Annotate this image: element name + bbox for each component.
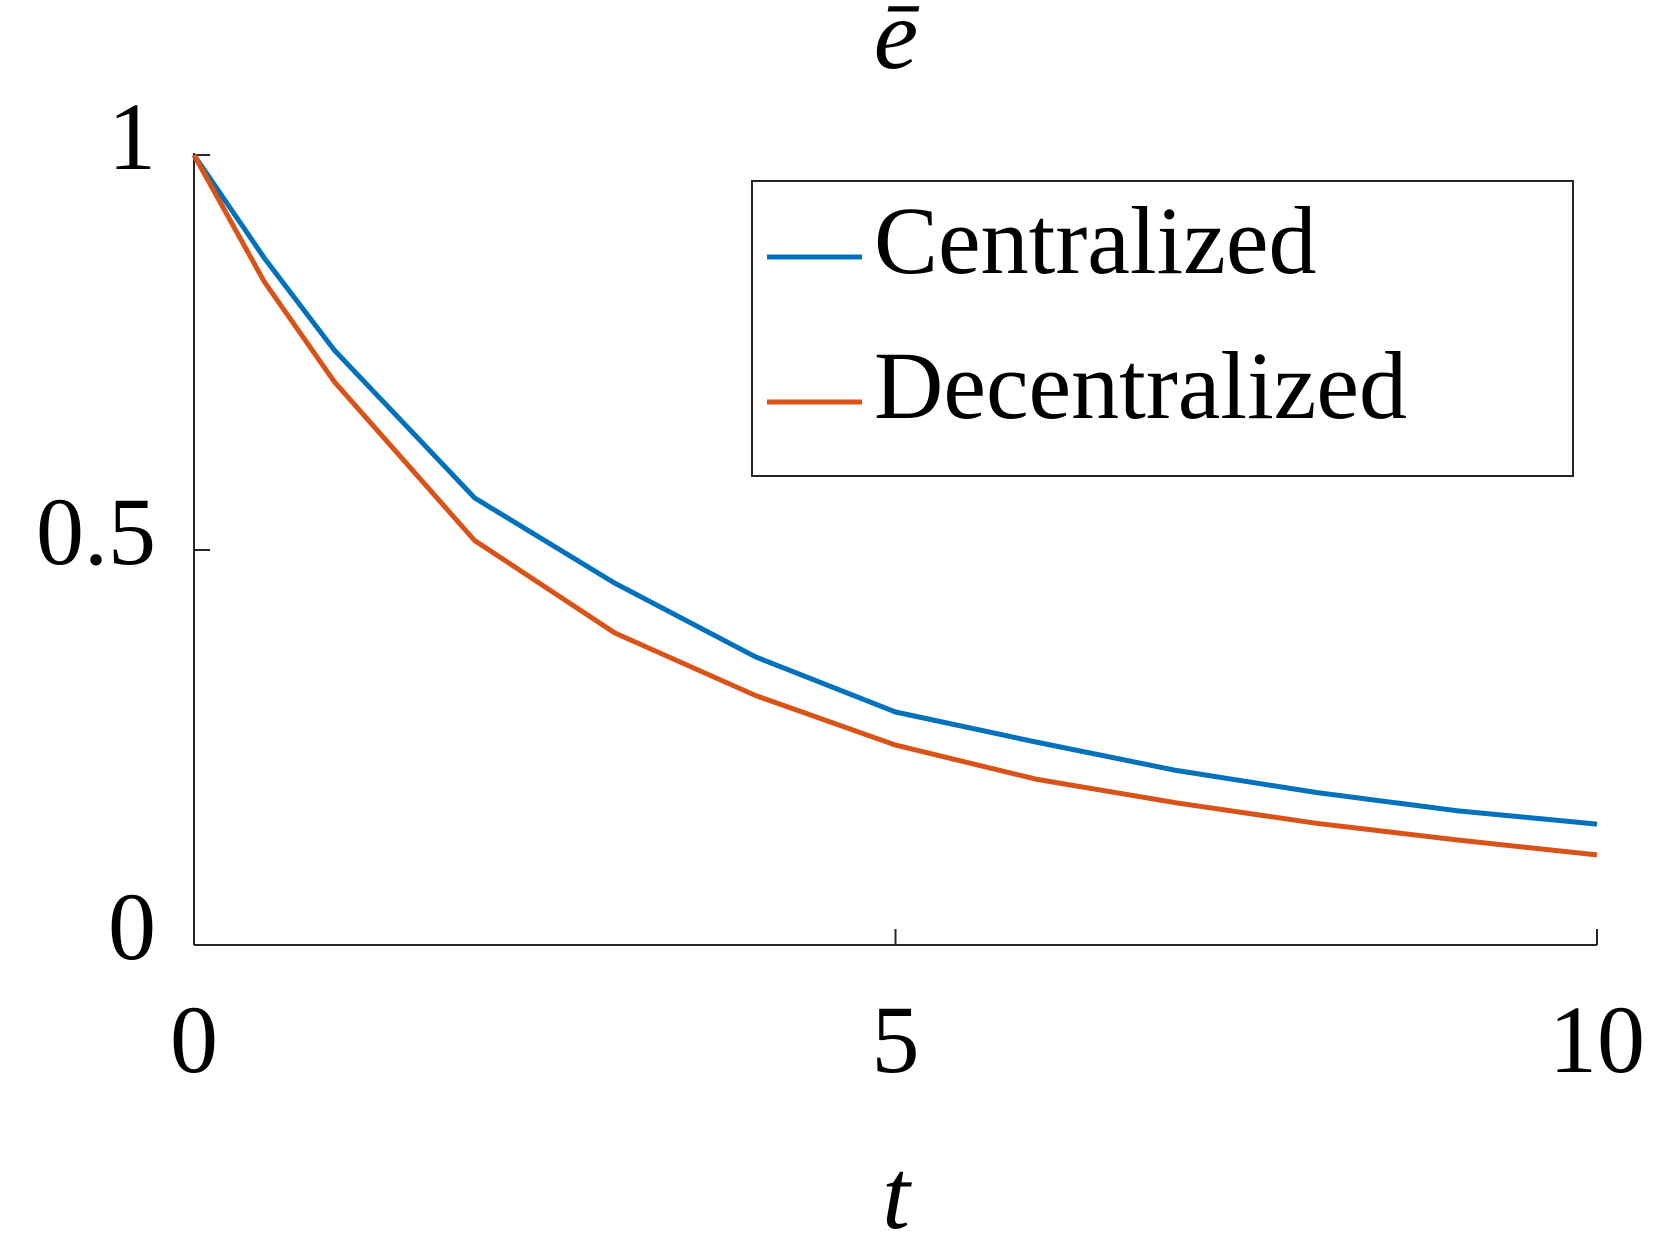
- line-series: [191, 153, 1598, 827]
- y-tick-label: 0.5: [36, 478, 156, 585]
- x-tick-label: 5: [872, 986, 920, 1093]
- legend-label: Centralized: [874, 187, 1316, 294]
- line-series: [191, 153, 1598, 858]
- x-tick-label: 10: [1549, 986, 1645, 1093]
- legend-label: Decentralized: [874, 332, 1407, 439]
- y-tick-label: 0: [108, 873, 156, 980]
- legend-box: [751, 180, 1574, 477]
- x-tick-label: 0: [170, 986, 218, 1093]
- x-axis-label: t: [882, 1139, 912, 1250]
- chart-title: ē: [874, 0, 920, 90]
- y-tick-label: 1: [108, 83, 156, 190]
